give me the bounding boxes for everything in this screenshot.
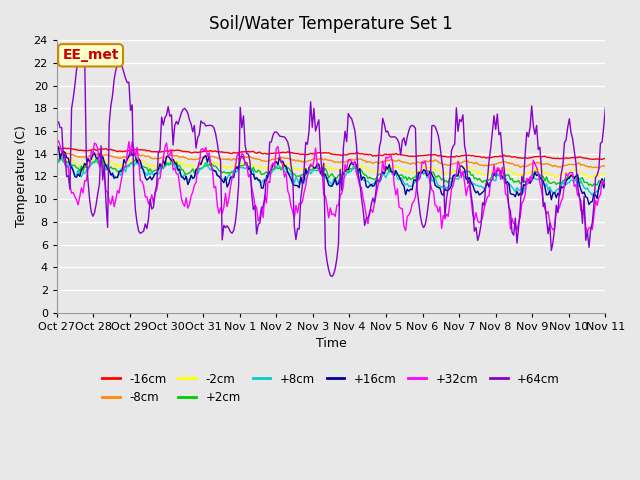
Title: Soil/Water Temperature Set 1: Soil/Water Temperature Set 1 bbox=[209, 15, 453, 33]
Y-axis label: Temperature (C): Temperature (C) bbox=[15, 126, 28, 228]
X-axis label: Time: Time bbox=[316, 337, 346, 350]
Text: EE_met: EE_met bbox=[62, 48, 119, 62]
Legend: -16cm, -8cm, -2cm, +2cm, +8cm, +16cm, +32cm, +64cm: -16cm, -8cm, -2cm, +2cm, +8cm, +16cm, +3… bbox=[97, 368, 564, 409]
